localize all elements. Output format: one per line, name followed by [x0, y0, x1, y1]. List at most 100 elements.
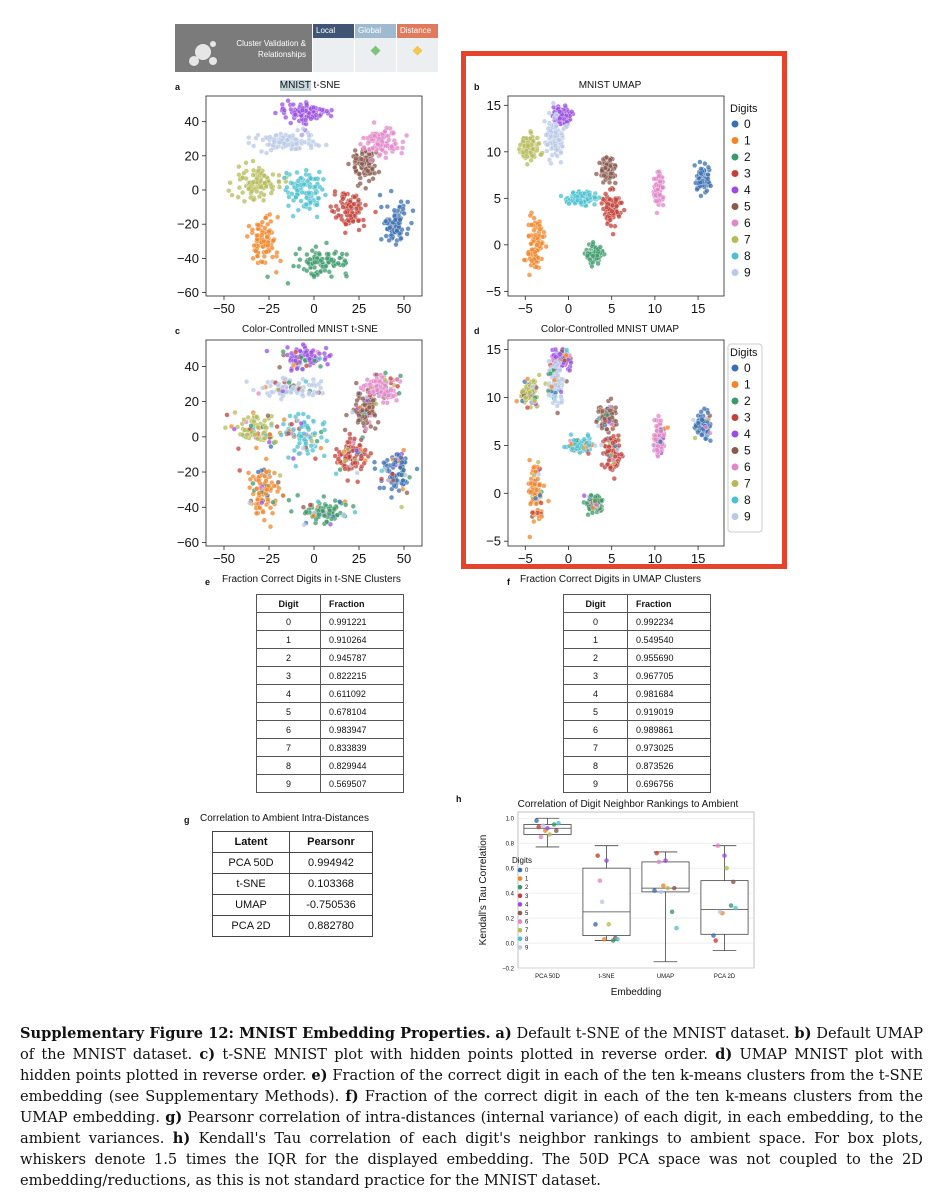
data-point-digit-0 [405, 199, 411, 205]
data-point-digit-3 [354, 448, 360, 454]
data-point-digit-8 [289, 421, 295, 427]
data-point-digit-4 [557, 351, 563, 357]
data-point-digit-2 [590, 239, 596, 245]
data-point-digit-3 [333, 214, 339, 221]
data-point-digit-1 [260, 509, 266, 515]
data-point-digit-7 [236, 172, 242, 178]
data-point-digit-0 [707, 430, 713, 436]
data-point-digit-4 [283, 114, 289, 120]
figure-caption: Supplementary Figure 12: MNIST Embedding… [20, 1023, 923, 1191]
umap-scatter-plot: −5 0 5 10 15 15 10 5 0 −5 Digits 0 1 2 3 4 5 6 7 8 9 [486, 95, 758, 316]
data-point-digit-5 [358, 437, 364, 443]
title-rest: t-SNE [310, 80, 341, 91]
data-point-digit-5 [373, 401, 379, 407]
x-tick-label: −5 [518, 551, 533, 566]
data-point-digit-6 [399, 150, 405, 156]
box-point-digit-5 [672, 885, 677, 891]
table-cell: 0.983947 [320, 720, 404, 739]
legend-marker-6 [731, 463, 739, 471]
data-point-digit-6 [382, 370, 389, 376]
data-point-digit-5 [602, 165, 608, 171]
data-point-digit-6 [371, 119, 377, 126]
data-point-digit-2 [290, 263, 297, 269]
table-cell: 8 [563, 756, 628, 775]
data-point-digit-3 [339, 216, 345, 222]
caption-label: Supplementary Figure 12: MNIST Embedding… [20, 1025, 491, 1042]
points-layer [516, 100, 714, 278]
data-point-digit-0 [401, 467, 407, 473]
data-point-digit-4 [569, 109, 575, 115]
badge-label-line1: Cluster Validation & [236, 39, 306, 48]
data-point-digit-9 [554, 362, 560, 368]
table-cell: 4 [256, 684, 321, 703]
data-point-digit-9 [284, 389, 290, 395]
data-point-digit-0 [697, 179, 703, 186]
data-point-digit-6 [393, 397, 400, 403]
legend-marker-8 [731, 252, 739, 260]
data-point-digit-1 [259, 232, 265, 238]
data-point-digit-8 [558, 193, 564, 199]
umap-color-controlled-plot: −5 0 5 10 15 15 10 5 0 −5 Digits 0 1 2 3 4 5 6 7 8 9 [486, 339, 763, 566]
data-point-digit-5 [356, 412, 362, 419]
data-point-digit-2 [344, 251, 350, 257]
data-point-digit-1 [265, 242, 271, 249]
points-layer [222, 342, 420, 530]
data-point-digit-6 [390, 130, 396, 136]
data-point-digit-0 [408, 220, 415, 226]
data-point-digit-0 [371, 459, 378, 465]
data-point-digit-2 [590, 505, 596, 511]
table-row: UMAP -0.750536 [212, 894, 373, 916]
data-point-digit-9 [282, 376, 288, 382]
data-point-digit-1 [535, 459, 541, 465]
data-point-digit-8 [278, 432, 284, 438]
table-cell: 0.103368 [289, 873, 373, 895]
data-point-digit-1 [247, 476, 253, 482]
data-point-digit-5 [363, 185, 369, 191]
caption-text: Kendall's Tau correlation of each digit'… [20, 1130, 923, 1189]
data-point-digit-3 [606, 457, 612, 463]
data-point-digit-5 [359, 161, 365, 167]
data-point-digit-2 [327, 508, 333, 514]
data-point-digit-1 [244, 233, 250, 239]
legend-marker-7 [731, 480, 739, 487]
legend-marker-1 [517, 876, 523, 881]
data-point-digit-3 [358, 206, 364, 212]
data-point-digit-7 [261, 197, 267, 203]
data-point-digit-4 [303, 117, 309, 123]
data-point-digit-5 [372, 425, 378, 432]
data-point-digit-8 [304, 178, 310, 184]
table-cell: UMAP [212, 894, 290, 916]
data-point-digit-4 [288, 106, 294, 112]
panel-letter-c: c [175, 326, 181, 336]
data-point-digit-2 [337, 499, 343, 505]
legend-label-6: 6 [744, 460, 751, 474]
data-point-digit-2 [307, 502, 313, 508]
data-point-digit-2 [335, 260, 341, 266]
data-point-digit-5 [342, 427, 348, 433]
data-point-digit-9 [267, 383, 274, 389]
box-umap [641, 850, 690, 963]
data-point-digit-7 [262, 435, 268, 441]
panel-letter-g: g [184, 815, 190, 825]
data-point-digit-3 [612, 453, 618, 460]
data-point-digit-3 [603, 191, 609, 197]
data-point-digit-5 [355, 417, 362, 423]
data-point-digit-9 [308, 143, 314, 149]
data-point-digit-3 [621, 207, 627, 213]
data-point-digit-6 [377, 152, 383, 158]
data-point-digit-3 [352, 194, 358, 200]
y-tick-label: 0.8 [506, 842, 515, 848]
data-point-digit-0 [398, 199, 404, 205]
data-point-digit-5 [360, 396, 366, 402]
data-point-digit-4 [328, 113, 334, 119]
data-point-digit-5 [595, 409, 602, 415]
data-point-digit-7 [251, 418, 257, 424]
data-point-digit-9 [546, 120, 552, 126]
box-point-digit-4 [722, 853, 727, 858]
table-row: 5 0.678104 [256, 702, 404, 721]
data-point-digit-5 [596, 160, 603, 166]
data-point-digit-6 [382, 377, 388, 383]
data-point-digit-6 [658, 418, 664, 424]
data-point-digit-8 [283, 170, 290, 176]
table-cell: 5 [256, 702, 321, 721]
